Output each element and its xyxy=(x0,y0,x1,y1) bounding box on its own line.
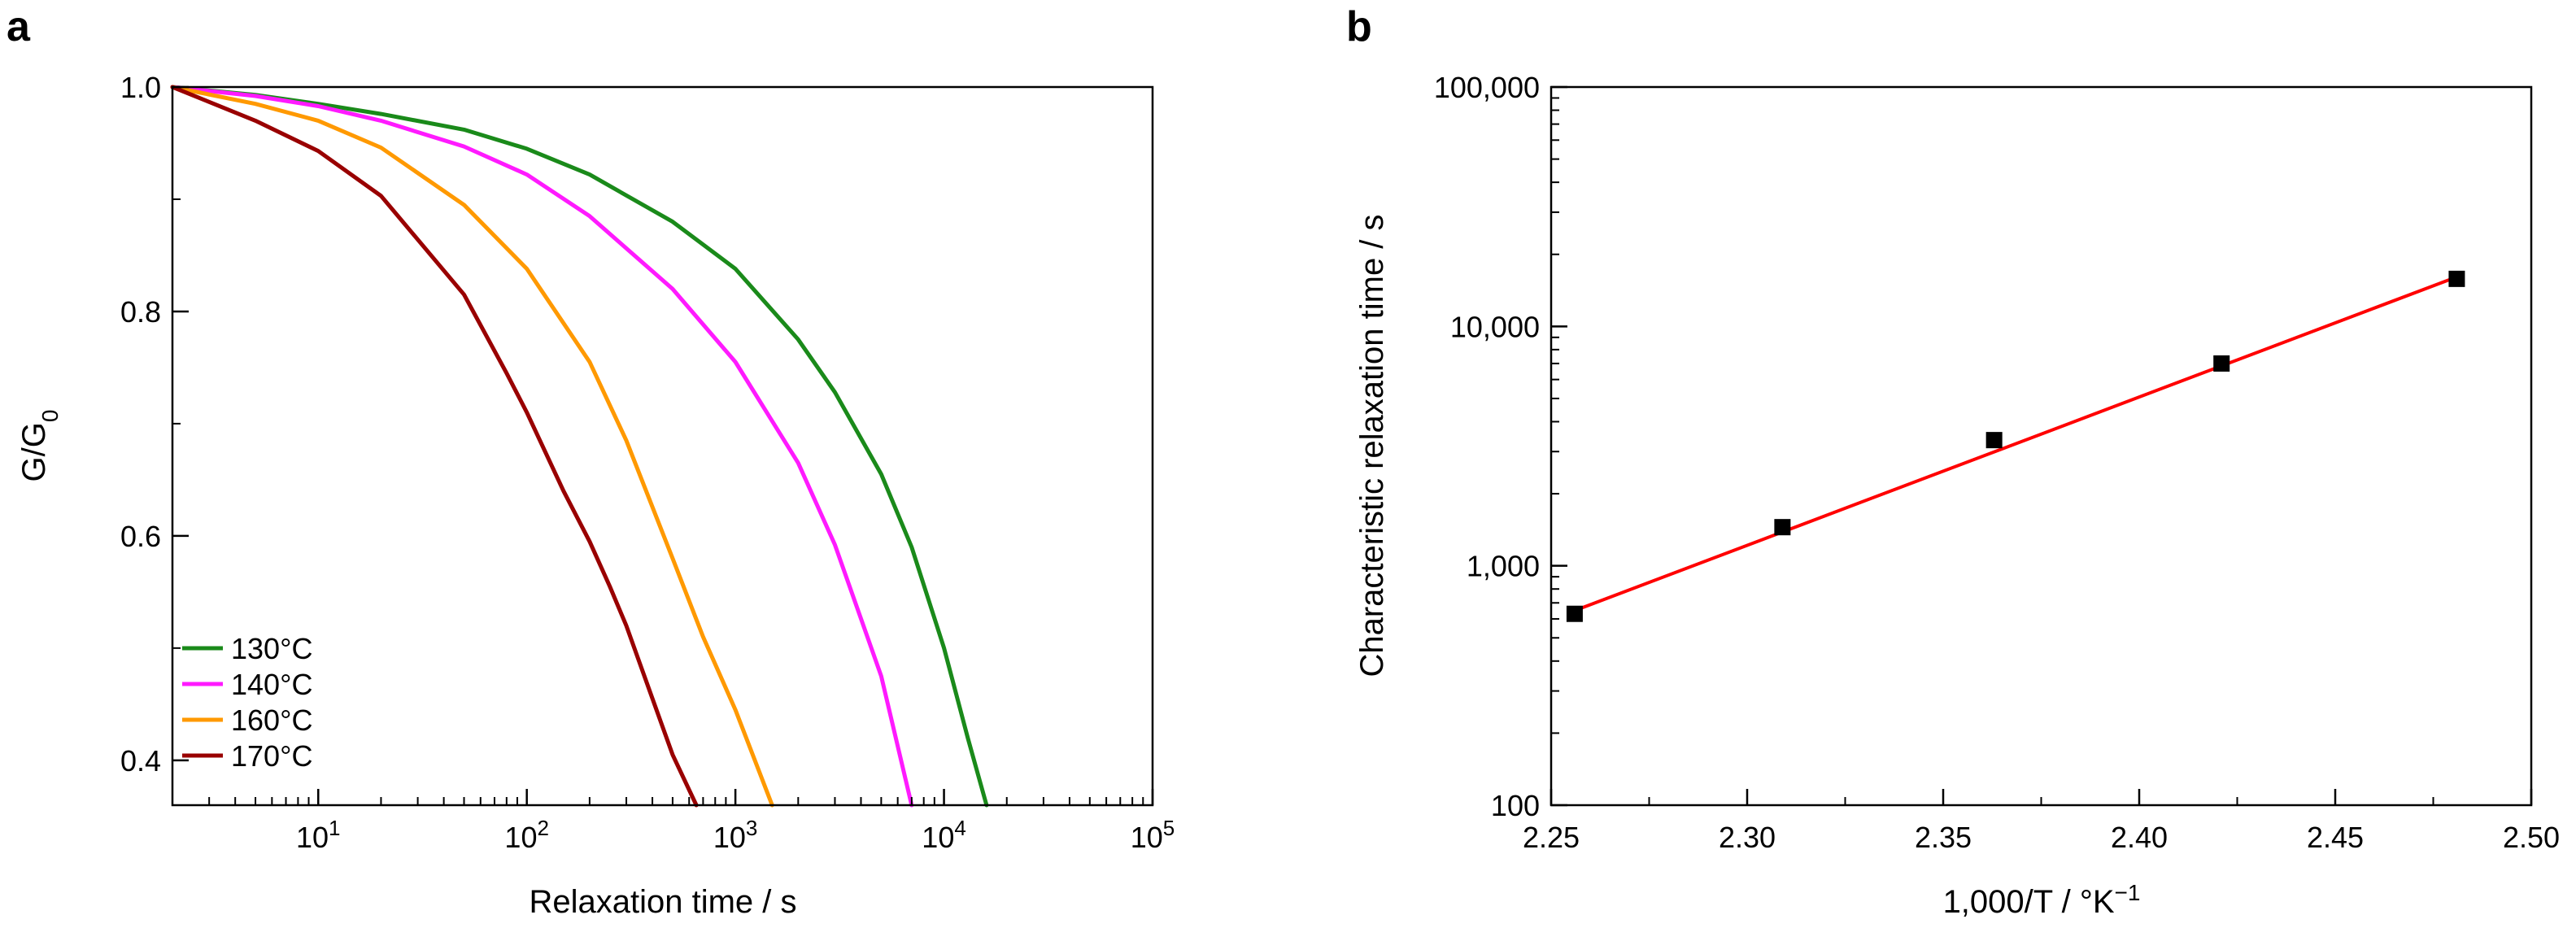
x-tick-label: 105 xyxy=(1131,816,1175,854)
y-tick-label: 10,000 xyxy=(1450,310,1540,343)
x-tick-label: 2.50 xyxy=(2503,821,2560,854)
data-point xyxy=(2448,270,2465,287)
panel-b-x-axis-title: 1,000/T / °K−1 xyxy=(1943,880,2141,921)
panel-b-y-axis-title: Characteristic relaxation time / s xyxy=(1354,214,1390,677)
panel-a-series xyxy=(170,85,989,808)
series-line-170 xyxy=(170,85,699,808)
y-tick-label: 100,000 xyxy=(1434,71,1540,104)
x-tick-label: 102 xyxy=(504,816,549,854)
data-point xyxy=(2213,355,2230,372)
x-tick-label: 104 xyxy=(922,816,966,854)
y-tick-label: 100 xyxy=(1491,789,1540,822)
panel-b-plot xyxy=(1566,270,2465,622)
y-tick-label: 1.0 xyxy=(120,71,161,104)
series-line-160 xyxy=(170,85,774,808)
panel-a-x-axis-title: Relaxation time / s xyxy=(529,884,796,920)
x-tick-label: 2.30 xyxy=(1719,821,1776,854)
panel-b-frame xyxy=(1550,85,2533,807)
panel-a-frame xyxy=(171,85,1154,807)
panel-a-y-axis-title: G/G0 xyxy=(16,410,63,482)
y-tick-label: 0.6 xyxy=(120,520,161,553)
series-line-130 xyxy=(170,85,989,808)
y-tick-label: 1,000 xyxy=(1467,550,1540,583)
x-tick-label: 101 xyxy=(296,816,341,854)
y-tick-label: 0.4 xyxy=(120,744,161,778)
legend-label: 160°C xyxy=(231,704,312,737)
x-tick-label: 2.40 xyxy=(2111,821,2168,854)
legend-label: 140°C xyxy=(231,668,312,701)
panel-a: a 101 102 103 104 105 0.4 0.6 0.8 1.0 130°C140°C… xyxy=(7,3,1175,920)
data-point xyxy=(1774,519,1791,536)
panel-b: b 2.25 2.30 2.35 2.40 2.45 2.50 100 1,000 10,000… xyxy=(1346,3,2560,920)
x-tick-label: 2.35 xyxy=(1915,821,1972,854)
x-tick-label: 103 xyxy=(713,816,758,854)
fit-line xyxy=(1574,275,2458,612)
data-point xyxy=(1985,432,2003,449)
panel-a-label: a xyxy=(7,3,31,50)
data-point xyxy=(1566,605,1583,622)
legend-label: 130°C xyxy=(231,632,312,665)
panel-b-label: b xyxy=(1346,3,1372,50)
series-line-140 xyxy=(170,85,914,808)
panel-b-axes: 2.25 2.30 2.35 2.40 2.45 2.50 100 1,000 10,000 10… xyxy=(1434,71,2560,854)
panel-a-axes: 101 102 103 104 105 0.4 0.6 0.8 1.0 xyxy=(120,71,1175,854)
x-tick-label: 2.25 xyxy=(1523,821,1580,854)
legend-label: 170°C xyxy=(231,739,312,773)
y-tick-label: 0.8 xyxy=(120,295,161,329)
x-tick-label: 2.45 xyxy=(2307,821,2364,854)
